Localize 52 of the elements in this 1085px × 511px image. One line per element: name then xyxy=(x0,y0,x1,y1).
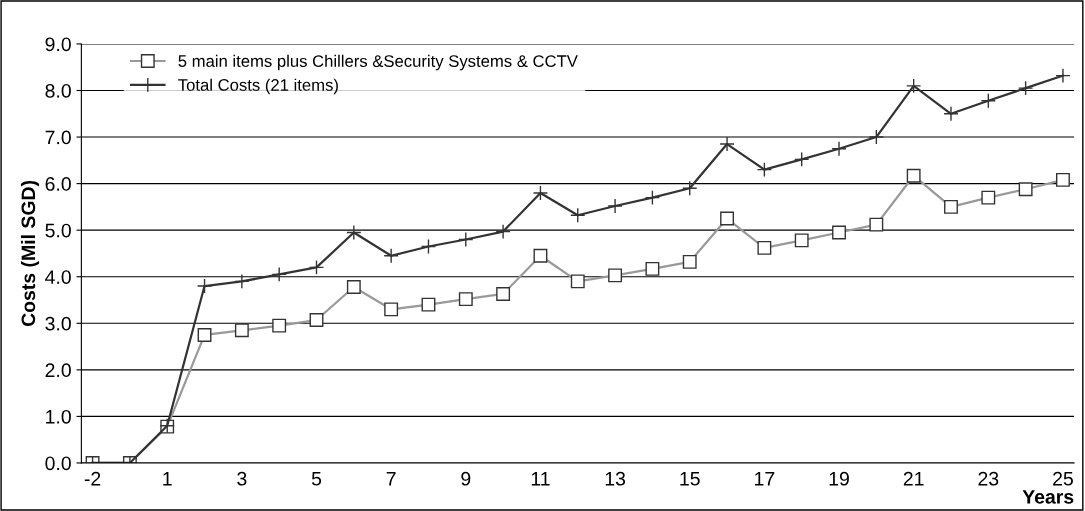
y-tick-label: 8.0 xyxy=(45,83,71,98)
x-tick-label: 1 xyxy=(163,472,172,486)
point xyxy=(831,141,847,157)
y-tick-label: 1.0 xyxy=(46,409,71,424)
x-tick-label: -2 xyxy=(84,471,101,486)
x-tick-label: 13 xyxy=(605,471,626,486)
point xyxy=(943,106,959,122)
point xyxy=(1017,80,1034,96)
x-axis-title: Years xyxy=(1022,490,1074,504)
y-tick-label: 4.0 xyxy=(45,270,71,284)
point xyxy=(1055,67,1071,84)
point xyxy=(868,129,884,145)
y-tick-label: 3.0 xyxy=(45,316,71,331)
point xyxy=(719,136,735,152)
point xyxy=(308,259,325,276)
y-tick-label: 0.0 xyxy=(45,456,71,471)
x-tick-label: 3 xyxy=(237,471,247,486)
x-tick-label: 17 xyxy=(755,472,775,486)
y-tick-label: 7.0 xyxy=(45,130,71,145)
point xyxy=(644,189,661,206)
point xyxy=(383,248,399,264)
x-tick-label: 21 xyxy=(903,471,924,486)
y-tick-label: 5.0 xyxy=(45,223,71,238)
y-tick-label: 9.0 xyxy=(45,37,71,52)
x-tick-label: 5 xyxy=(311,472,322,486)
x-tick-label: 15 xyxy=(680,472,700,486)
point xyxy=(570,207,586,223)
point xyxy=(607,198,623,214)
y-tick-label: 2.0 xyxy=(45,363,71,378)
x-tick-label: 7 xyxy=(386,472,396,486)
x-tick-label: 9 xyxy=(461,471,471,486)
point xyxy=(495,223,511,240)
point xyxy=(906,78,922,94)
point xyxy=(980,93,996,109)
point xyxy=(346,224,362,241)
legend-label: Total Costs (21 items) xyxy=(178,78,338,95)
x-tick-label: 25 xyxy=(1053,471,1073,486)
point xyxy=(756,162,773,178)
y-axis-title: Costs (Mil SGD) xyxy=(20,180,40,327)
x-tick-label: 19 xyxy=(829,471,849,486)
point xyxy=(458,231,474,248)
y-tick-label: 6.0 xyxy=(45,177,71,191)
legend-label: 5 main items plus Chillers &Security Systems & CCTV xyxy=(178,54,578,71)
point xyxy=(196,278,213,294)
point xyxy=(794,151,810,168)
x-tick-label: 23 xyxy=(978,471,999,486)
point xyxy=(532,185,549,201)
point xyxy=(234,273,250,290)
point xyxy=(420,238,437,255)
x-tick-label: 11 xyxy=(531,472,550,486)
point xyxy=(271,266,287,283)
point xyxy=(682,180,698,196)
